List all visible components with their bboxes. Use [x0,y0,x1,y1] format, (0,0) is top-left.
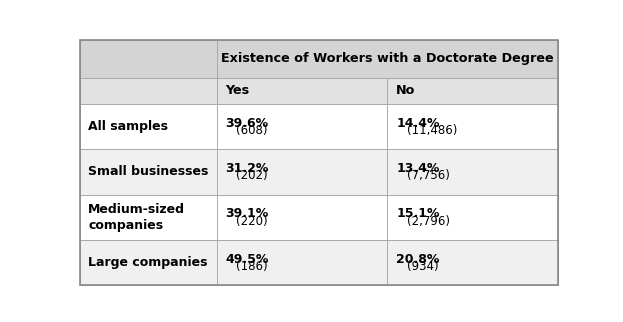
Text: (608): (608) [236,124,267,137]
Text: 39.6%: 39.6% [225,117,269,129]
Bar [80,194,217,240]
Bar [80,240,217,285]
Text: 39.1%: 39.1% [225,207,269,220]
Text: (220): (220) [236,215,267,228]
Bar [388,194,558,240]
Text: (934): (934) [407,260,439,273]
Text: Yes: Yes [225,84,249,97]
Bar [388,149,558,194]
Text: 15.1%: 15.1% [396,207,440,220]
Text: Medium-sized
companies: Medium-sized companies [88,203,185,232]
Text: 31.2%: 31.2% [225,162,269,175]
Text: (2,796): (2,796) [407,215,450,228]
Bar [217,78,388,104]
Bar [80,149,217,194]
Bar [388,104,558,149]
Text: No: No [396,84,416,97]
Text: Large companies: Large companies [88,256,207,269]
Bar [217,40,558,78]
Bar [217,240,388,285]
Text: (7,756): (7,756) [407,169,450,182]
Bar [217,194,388,240]
Text: (11,486): (11,486) [407,124,457,137]
Text: 20.8%: 20.8% [396,253,439,266]
Text: All samples: All samples [88,120,168,133]
Text: 49.5%: 49.5% [225,253,269,266]
Bar [80,78,217,104]
Text: (186): (186) [236,260,267,273]
Bar [217,149,388,194]
Text: 13.4%: 13.4% [396,162,439,175]
Text: (202): (202) [236,169,267,182]
Text: Small businesses: Small businesses [88,165,208,178]
Bar [388,78,558,104]
Bar [388,240,558,285]
Bar [80,104,217,149]
Bar [217,104,388,149]
Text: 14.4%: 14.4% [396,117,440,129]
Text: Existence of Workers with a Doctorate Degree: Existence of Workers with a Doctorate De… [221,52,554,65]
Bar [80,40,217,78]
